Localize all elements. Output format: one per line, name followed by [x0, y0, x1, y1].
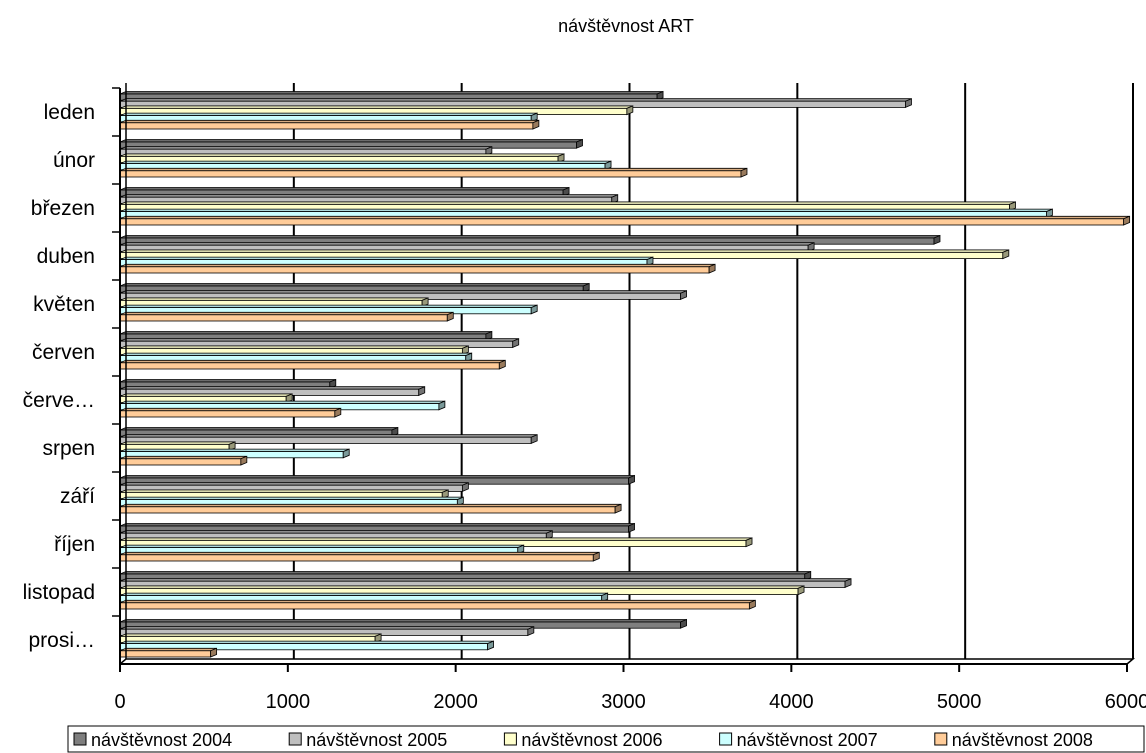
bar — [119, 441, 236, 452]
legend-box — [67, 725, 1145, 753]
bar — [119, 256, 654, 267]
x-tick-label: 2000 — [433, 691, 478, 713]
bar — [119, 263, 716, 274]
legend-swatch — [288, 732, 302, 746]
legend-label: návštěvnost 2006 — [521, 730, 662, 750]
bar — [119, 647, 218, 658]
category-label: leden — [44, 101, 95, 124]
bar — [119, 434, 538, 444]
bar — [119, 551, 600, 562]
category-label: červen — [32, 341, 95, 364]
category-label: březen — [31, 197, 95, 220]
category-label: srpen — [42, 437, 95, 460]
bar — [119, 578, 852, 589]
bar — [119, 215, 1131, 226]
bar — [119, 455, 248, 466]
legend-swatch — [503, 732, 517, 746]
bar — [119, 592, 609, 603]
category-labels: leden únor březen duben květen červen červe… sr… — [23, 101, 96, 652]
category-label: říjen — [54, 533, 95, 556]
legend-label: návštěvnost 2008 — [952, 730, 1093, 750]
legend-swatch — [73, 732, 87, 746]
legend-label: návštěvnost 2007 — [737, 730, 878, 750]
plot-area — [120, 83, 1133, 88]
category-label: září — [60, 485, 95, 508]
bar — [119, 640, 494, 651]
x-tick-label: 0 — [114, 691, 125, 713]
x-tick-label: 5000 — [937, 691, 982, 713]
x-tick-label: 4000 — [769, 691, 814, 713]
bar — [119, 311, 454, 322]
category-label: červe… — [23, 389, 95, 412]
category-label: prosi… — [28, 629, 95, 652]
legend-label: návštěvnost 2004 — [91, 730, 232, 750]
bar — [119, 330, 493, 341]
legend: návštěvnost 2004 návštěvnost 2005 návštěvn… — [67, 725, 1145, 753]
bar — [119, 386, 426, 396]
x-tick-label: 6000 — [1105, 691, 1146, 713]
x-tick-label: 3000 — [601, 691, 646, 713]
bar — [119, 503, 622, 514]
bar — [119, 407, 342, 418]
category-label: listopad — [23, 581, 95, 604]
chart-title: návštěvnost ART — [558, 16, 694, 36]
axes — [112, 83, 1136, 672]
bar — [119, 119, 540, 130]
legend-swatch — [934, 732, 948, 746]
bar — [119, 599, 756, 610]
category-label: duben — [37, 245, 95, 268]
bar — [119, 400, 446, 411]
bar — [119, 537, 753, 548]
x-tick-labels: 0 1000 2000 3000 4000 5000 6000 — [114, 691, 1146, 713]
category-label: květen — [33, 293, 95, 316]
gridlines — [292, 83, 1134, 659]
bar — [119, 167, 748, 178]
bar — [119, 359, 506, 370]
category-label: únor — [53, 149, 95, 172]
legend-label: návštěvnost 2005 — [306, 730, 447, 750]
bars — [119, 90, 1131, 658]
x-tick-label: 1000 — [266, 691, 311, 713]
bar — [119, 138, 583, 149]
bar — [119, 234, 941, 245]
floor-edge — [119, 658, 1136, 665]
legend-swatch — [719, 732, 733, 746]
